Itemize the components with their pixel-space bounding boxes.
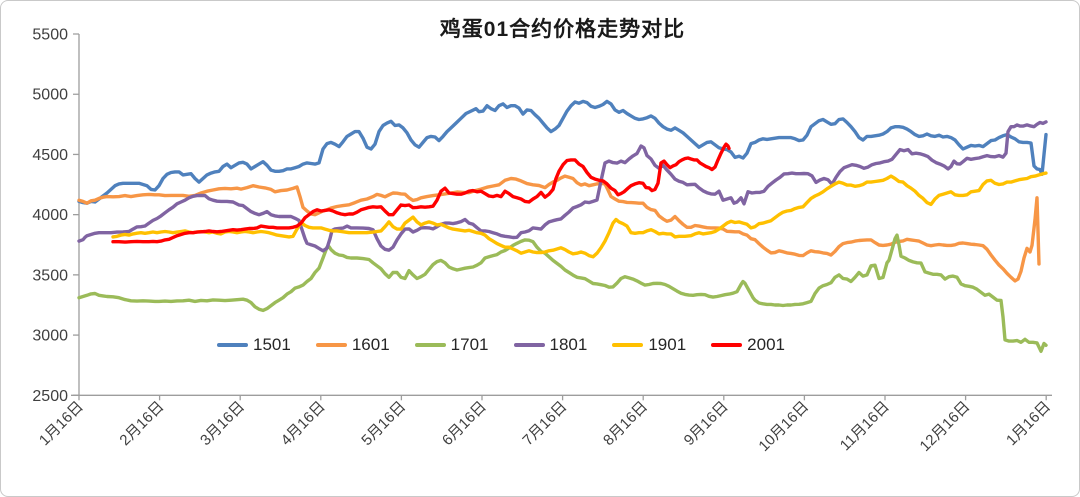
legend-item-1901: 1901 — [612, 335, 686, 355]
x-tick-label: 7月16日 — [519, 398, 570, 449]
legend-line-swatch-1901 — [612, 343, 644, 347]
x-tick-label: 2月16日 — [116, 398, 167, 449]
x-tick-label: 6月16日 — [439, 398, 490, 449]
x-tick-label: 1月16日 — [36, 398, 87, 449]
legend-line-swatch-1501 — [217, 343, 249, 347]
legend-item-1801: 1801 — [513, 335, 588, 355]
y-tick-label: 4500 — [32, 147, 68, 164]
x-tick-label: 11月16日 — [837, 398, 893, 454]
x-tick-label: 1月16日 — [1003, 398, 1054, 449]
series-line-1601 — [77, 174, 1041, 283]
x-tick-label: 3月16日 — [197, 398, 248, 449]
legend-item-2001: 2001 — [711, 335, 785, 355]
legend-item-1601: 1601 — [315, 335, 390, 355]
series-line-1901 — [111, 171, 1048, 259]
x-tick-label: 12月16日 — [917, 398, 974, 455]
x-tick-label: 10月16日 — [755, 398, 812, 455]
series-line-1701 — [77, 233, 1048, 353]
y-tick-label: 5000 — [32, 87, 68, 104]
legend-line-swatch-1601 — [315, 343, 347, 347]
y-tick-label: 4000 — [32, 207, 68, 224]
series-line-1801 — [77, 120, 1048, 253]
legend-label-1801: 1801 — [549, 335, 588, 354]
legend-label-1701: 1701 — [450, 335, 489, 354]
y-tick-label: 3500 — [32, 267, 68, 284]
x-tick-label: 9月16日 — [681, 398, 732, 449]
legend-line-swatch-2001 — [711, 343, 743, 347]
legend-line-swatch-1801 — [513, 343, 545, 347]
x-tick-label: 8月16日 — [600, 398, 651, 449]
x-tick-label: 4月16日 — [278, 398, 329, 449]
legend-item-1501: 1501 — [217, 335, 291, 355]
legend-item-1701: 1701 — [414, 335, 489, 355]
legend-label-1501: 1501 — [253, 335, 291, 354]
series-line-1501 — [77, 99, 1048, 205]
y-tick-label: 2500 — [32, 388, 68, 405]
y-tick-label: 5500 — [32, 27, 68, 44]
y-tick-label: 3000 — [32, 328, 68, 345]
x-tick-label: 5月16日 — [358, 398, 409, 449]
legend-line-swatch-1701 — [414, 343, 446, 347]
legend-label-1901: 1901 — [648, 335, 687, 354]
chart-legend: 1501 1601 1701 1801 1901 2001 — [121, 335, 881, 355]
series-line-2001 — [111, 142, 731, 244]
legend-label-2001: 2001 — [747, 335, 785, 354]
legend-label-1601: 1601 — [351, 335, 390, 354]
chart-title: 鸡蛋01合约价格走势对比 — [439, 18, 686, 41]
